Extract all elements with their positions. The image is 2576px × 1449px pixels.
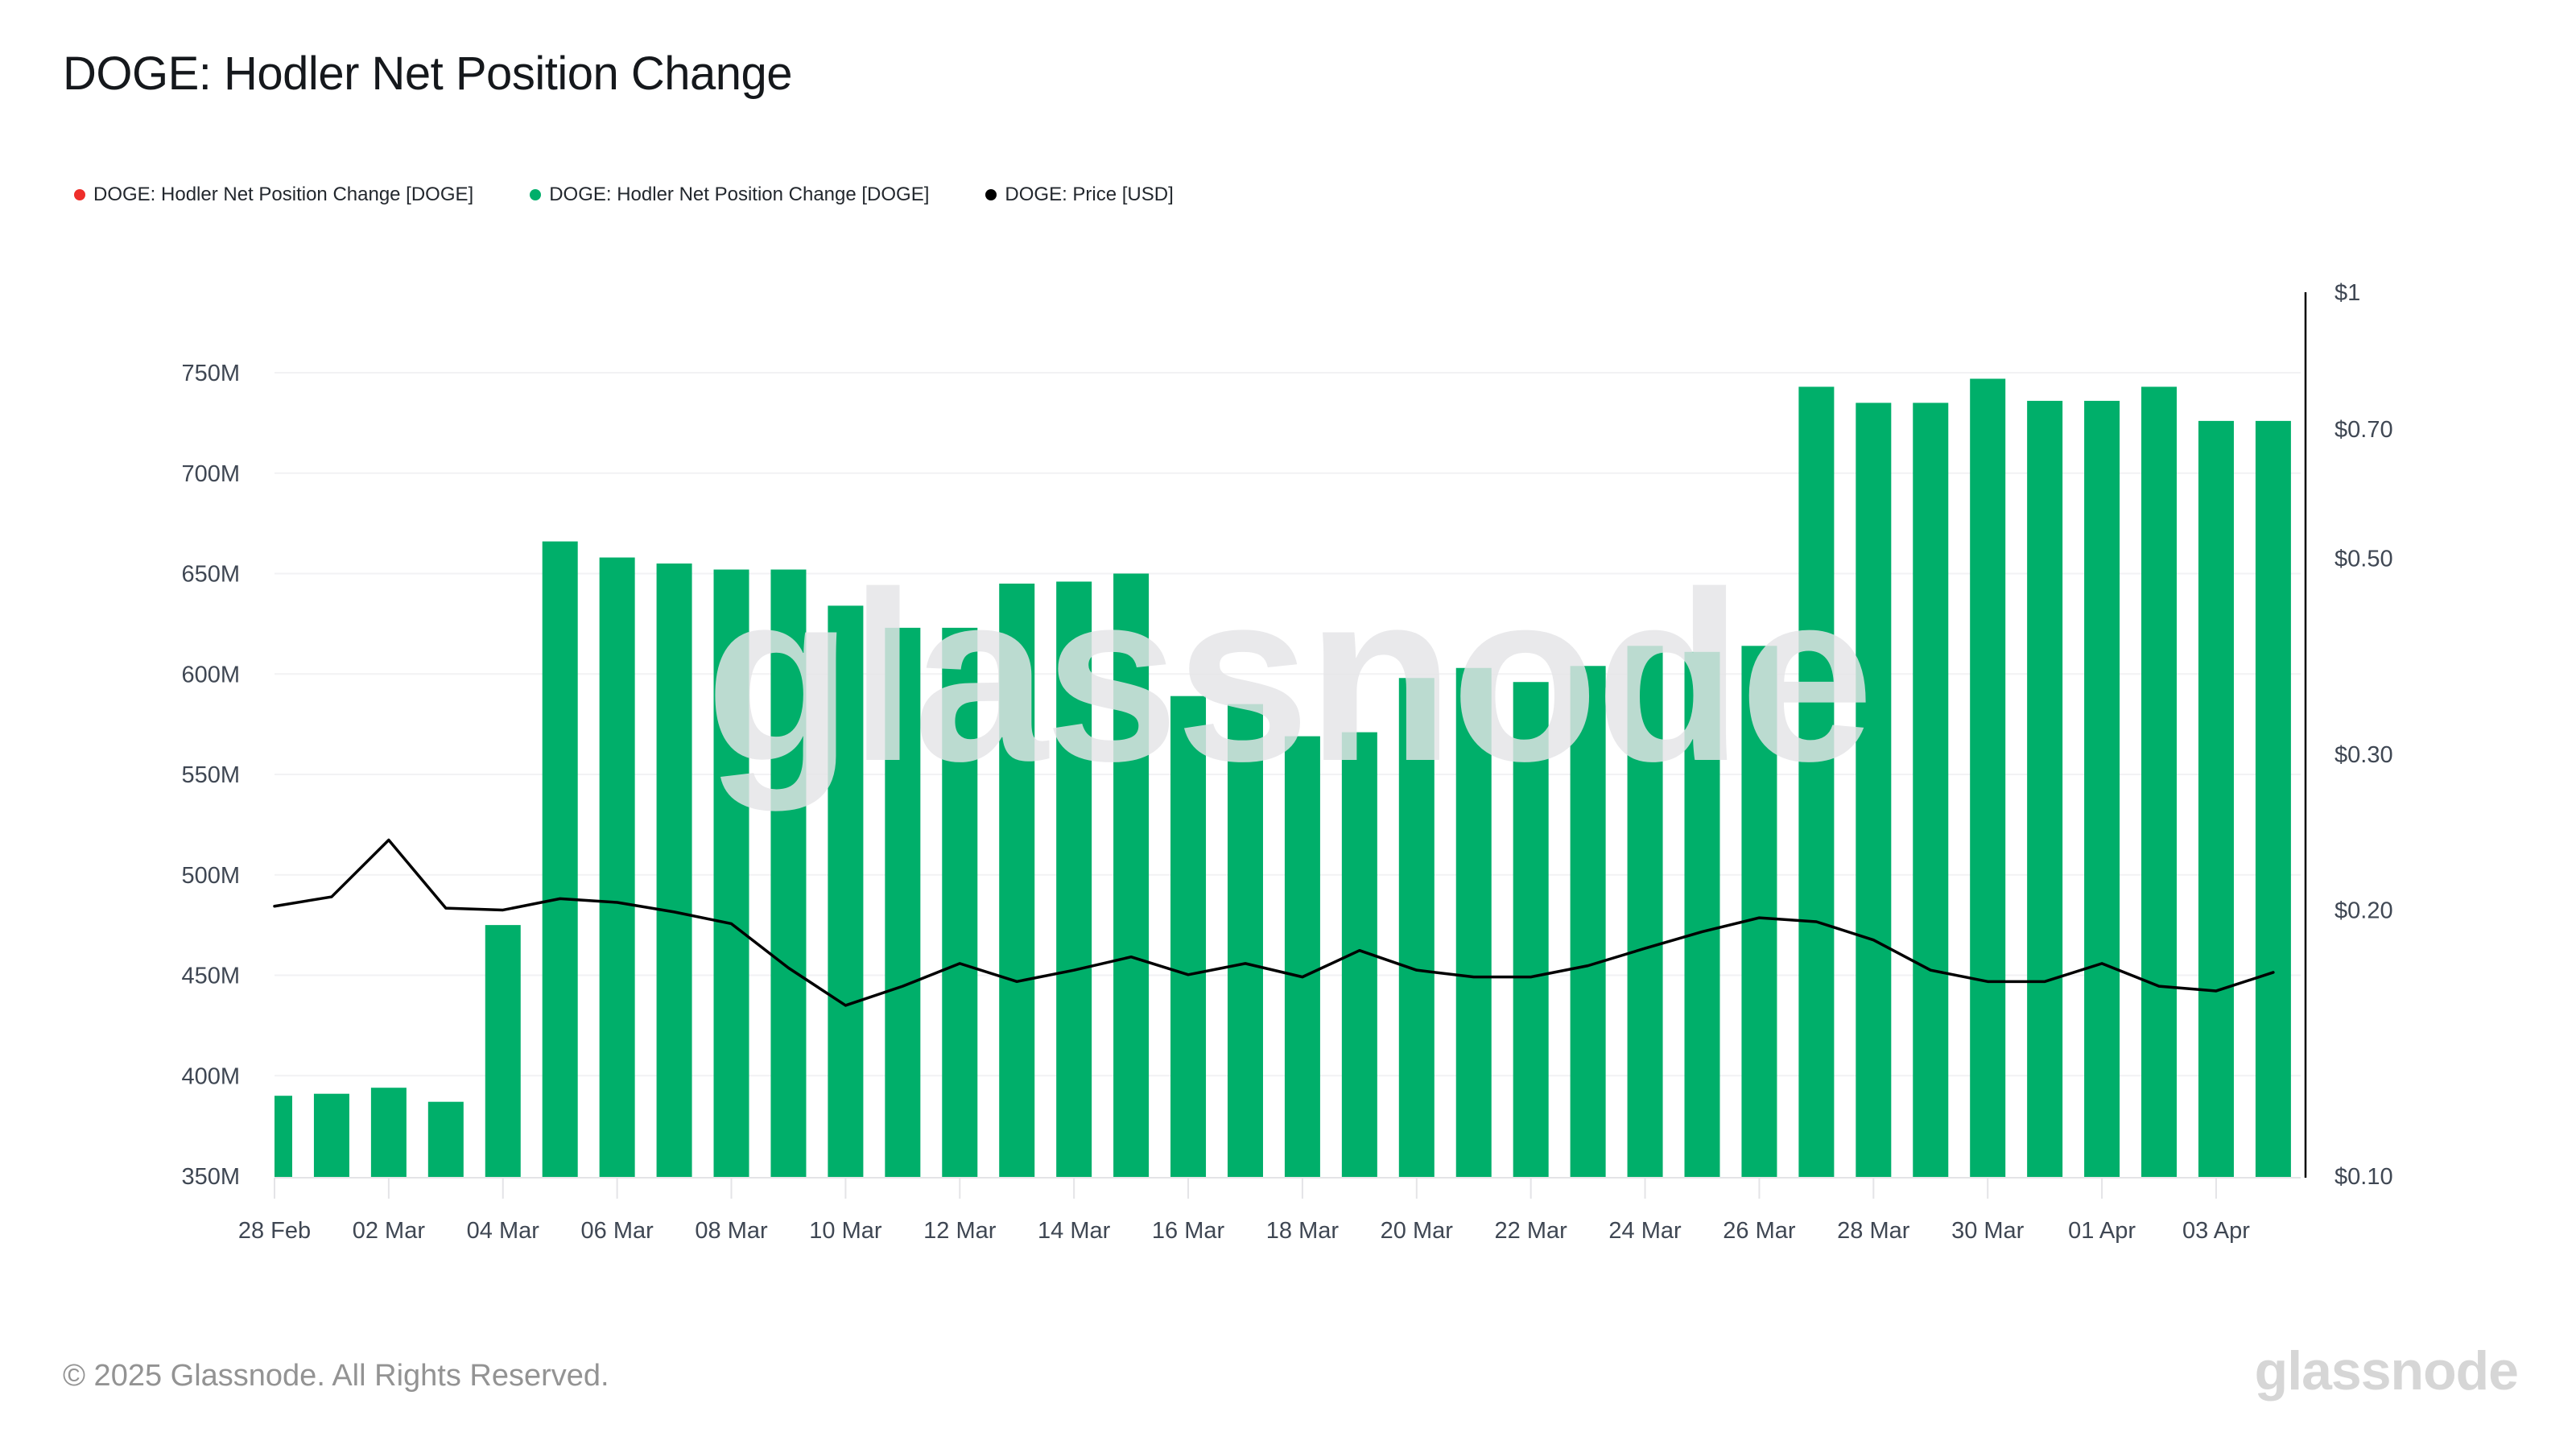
bar-21 Mar[interactable]	[1455, 667, 1492, 1177]
x-axis-label: 26 Mar	[1723, 1218, 1796, 1244]
legend-black-dot-icon	[985, 189, 997, 200]
right-axis-label: $0.50	[2334, 547, 2393, 572]
bar-05 Mar[interactable]	[542, 541, 578, 1177]
bar-15 Mar[interactable]	[1113, 573, 1150, 1178]
x-axis-label: 08 Mar	[695, 1218, 768, 1244]
x-axis-label: 18 Mar	[1266, 1218, 1340, 1244]
bar-01 Mar[interactable]	[313, 1093, 349, 1177]
price-line[interactable]	[273, 838, 2275, 1007]
x-axis-label: 06 Mar	[581, 1218, 654, 1244]
bar-12 Mar[interactable]	[942, 627, 978, 1177]
x-axis	[274, 1177, 2301, 1199]
bar-16 Mar[interactable]	[1170, 696, 1207, 1177]
bar-25 Mar[interactable]	[1684, 651, 1720, 1177]
bar-01 Apr[interactable]	[2084, 400, 2120, 1177]
x-axis-label: 16 Mar	[1152, 1218, 1225, 1244]
right-axis-label: $0.20	[2334, 898, 2393, 923]
bar-28 Mar[interactable]	[1856, 402, 1892, 1177]
x-axis-label: 04 Mar	[467, 1218, 540, 1244]
left-axis-label: 350M	[181, 1164, 240, 1190]
left-axis-label: 750M	[181, 361, 240, 386]
x-axis-label: 01 Apr	[2068, 1218, 2136, 1244]
x-axis-label: 14 Mar	[1038, 1218, 1111, 1244]
x-axis-label: 24 Mar	[1608, 1218, 1682, 1244]
left-axis-label: 550M	[181, 762, 240, 788]
bar-22 Mar[interactable]	[1513, 682, 1549, 1177]
left-axis-label: 700M	[181, 461, 240, 487]
right-axis-label: $0.10	[2334, 1164, 2393, 1190]
bar-02 Mar[interactable]	[370, 1088, 407, 1177]
bar-30 Mar[interactable]	[1970, 378, 2006, 1177]
bar-14 Mar[interactable]	[1056, 581, 1092, 1177]
bar-10 Mar[interactable]	[828, 605, 864, 1177]
x-axis-label: 10 Mar	[809, 1218, 882, 1244]
legend-item-label: DOGE: Hodler Net Position Change [DOGE]	[93, 184, 474, 205]
legend-item-negative-series[interactable]: DOGE: Hodler Net Position Change [DOGE]	[74, 184, 473, 206]
bar-03 Apr[interactable]	[2198, 420, 2234, 1177]
bar-17 Mar[interactable]	[1227, 704, 1263, 1177]
right-axis-label: $1	[2334, 280, 2360, 306]
glassnode-logo: glassnode	[2254, 1340, 2519, 1402]
x-axis-label: 03 Apr	[2182, 1218, 2250, 1244]
legend-red-dot-icon	[74, 189, 85, 200]
bar-31 Mar[interactable]	[2027, 400, 2063, 1177]
left-axis-label: 600M	[181, 662, 240, 687]
page-title: DOGE: Hodler Net Position Change	[63, 47, 793, 100]
chart-legend: DOGE: Hodler Net Position Change [DOGE] …	[74, 184, 1174, 206]
x-axis-label: 28 Mar	[1837, 1218, 1910, 1244]
x-axis-label: 20 Mar	[1381, 1218, 1454, 1244]
legend-item-price-series[interactable]: DOGE: Price [USD]	[985, 184, 1174, 206]
left-axis-tick-labels: 350M 400M 450M 500M 550M 600M 650M 700M 750M	[181, 361, 240, 1190]
bar-08 Mar[interactable]	[713, 569, 749, 1177]
left-axis-label: 650M	[181, 562, 240, 588]
bar-07 Mar[interactable]	[656, 564, 692, 1177]
bar-04 Apr[interactable]	[2255, 420, 2291, 1177]
legend-green-dot-icon	[530, 189, 542, 200]
right-axis-tick-labels: $1 $0.70 $0.50 $0.30 $0.20 $0.10	[2334, 280, 2393, 1190]
x-axis-label: 02 Mar	[353, 1218, 426, 1244]
bar-20 Mar[interactable]	[1398, 678, 1435, 1177]
x-axis-label: 22 Mar	[1495, 1218, 1568, 1244]
bar-26 Mar[interactable]	[1741, 646, 1777, 1177]
left-axis-label: 450M	[181, 964, 240, 989]
right-axis-label: $0.30	[2334, 742, 2393, 768]
bar-18 Mar[interactable]	[1284, 736, 1320, 1177]
bar-06 Mar[interactable]	[599, 557, 635, 1177]
bar-02 Apr[interactable]	[2141, 386, 2178, 1178]
bar-29 Mar[interactable]	[1913, 402, 1949, 1177]
bar-03 Mar[interactable]	[427, 1101, 464, 1177]
left-axis-label: 500M	[181, 863, 240, 889]
legend-item-positive-series[interactable]: DOGE: Hodler Net Position Change [DOGE]	[530, 184, 929, 206]
right-axis-label: $0.70	[2334, 417, 2393, 443]
bar-23 Mar[interactable]	[1570, 666, 1606, 1177]
legend-item-label: DOGE: Hodler Net Position Change [DOGE]	[549, 184, 930, 205]
x-axis-label: 12 Mar	[923, 1218, 997, 1244]
bar-24 Mar[interactable]	[1627, 646, 1663, 1177]
x-axis-tick-labels: 28 Feb 02 Mar 04 Mar 06 Mar 08 Mar 10 Mar 12 M…	[238, 1218, 2250, 1244]
bar-11 Mar[interactable]	[885, 627, 921, 1177]
bar-09 Mar[interactable]	[770, 569, 807, 1177]
bar-13 Mar[interactable]	[999, 583, 1035, 1177]
bar-27 Mar[interactable]	[1798, 386, 1835, 1178]
legend-item-label: DOGE: Price [USD]	[1005, 184, 1174, 205]
left-axis-label: 400M	[181, 1063, 240, 1089]
bar-28 Feb[interactable]	[257, 1096, 292, 1177]
bar-04 Mar[interactable]	[485, 925, 521, 1177]
copyright-text: © 2025 Glassnode. All Rights Reserved.	[63, 1359, 609, 1393]
x-axis-label: 28 Feb	[238, 1218, 311, 1244]
x-axis-label: 30 Mar	[1951, 1218, 2025, 1244]
hodler-net-position-bars[interactable]	[257, 378, 2291, 1178]
